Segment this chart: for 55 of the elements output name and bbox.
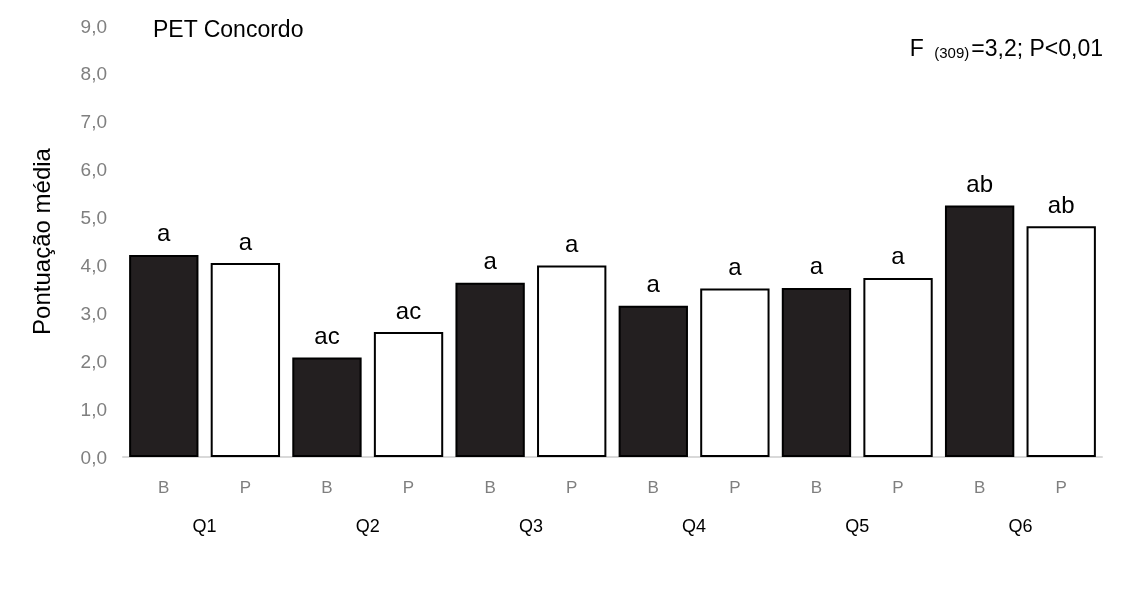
data-label: a — [238, 227, 253, 255]
bar — [373, 332, 444, 457]
data-label: a — [891, 242, 906, 270]
y-tick-label: 4,0 — [80, 254, 107, 276]
data-label: ab — [1047, 190, 1075, 218]
data-label: ab — [966, 170, 993, 198]
y-tick-label: 2,0 — [80, 350, 107, 372]
x-tick-label: B — [973, 478, 986, 497]
data-label: ac — [314, 321, 340, 349]
text: Q2 — [355, 516, 380, 536]
bar — [781, 287, 852, 457]
bar — [455, 282, 525, 457]
x-tick-label: B — [647, 478, 659, 497]
bar — [537, 265, 607, 457]
text: Q1 — [192, 516, 217, 536]
x-tick-label: P — [239, 478, 252, 497]
text: Q3 — [518, 516, 543, 536]
y-tick-label: 7,0 — [80, 111, 107, 133]
x-tick-label: B — [810, 478, 823, 497]
bar — [1026, 226, 1096, 457]
data-label: a — [565, 229, 580, 257]
data-label: a — [646, 270, 661, 298]
data-label: a — [483, 247, 498, 275]
bar — [618, 305, 688, 457]
y-tick-label: 1,0 — [80, 398, 107, 420]
text: Q5 — [845, 516, 870, 536]
bar — [700, 288, 770, 457]
x-tick-label: P — [566, 478, 578, 497]
x-tick-label: B — [158, 478, 170, 497]
bar — [863, 277, 933, 457]
y-tick-label: 9,0 — [80, 15, 107, 37]
y-tick-label: 8,0 — [80, 63, 107, 85]
bar — [292, 357, 362, 457]
y-tick-label: 0,0 — [80, 446, 107, 468]
y-tick-label: 3,0 — [80, 302, 107, 324]
data-label: ac — [395, 296, 422, 324]
text: Q6 — [1008, 516, 1033, 536]
x-tick-label: B — [484, 478, 496, 497]
chart-title: PET Concordo — [153, 15, 304, 42]
bar — [210, 263, 281, 457]
data-label: a — [157, 219, 172, 247]
bar — [944, 205, 1015, 457]
data-label: a — [809, 252, 824, 280]
y-tick-label: 6,0 — [80, 159, 107, 181]
y-axis-title: Pontuação média — [27, 147, 55, 335]
x-tick-label: P — [402, 478, 415, 497]
x-tick-label: P — [729, 478, 741, 497]
x-tick-label: P — [892, 478, 904, 497]
data-label: a — [728, 252, 743, 280]
annotation: F (309)=3,2; P<0,01 — [909, 34, 1104, 61]
y-tick-label: 5,0 — [80, 207, 107, 229]
x-tick-label: B — [321, 478, 333, 497]
bar — [129, 254, 199, 457]
text: Q4 — [682, 516, 707, 536]
x-tick-label: P — [1055, 478, 1067, 497]
